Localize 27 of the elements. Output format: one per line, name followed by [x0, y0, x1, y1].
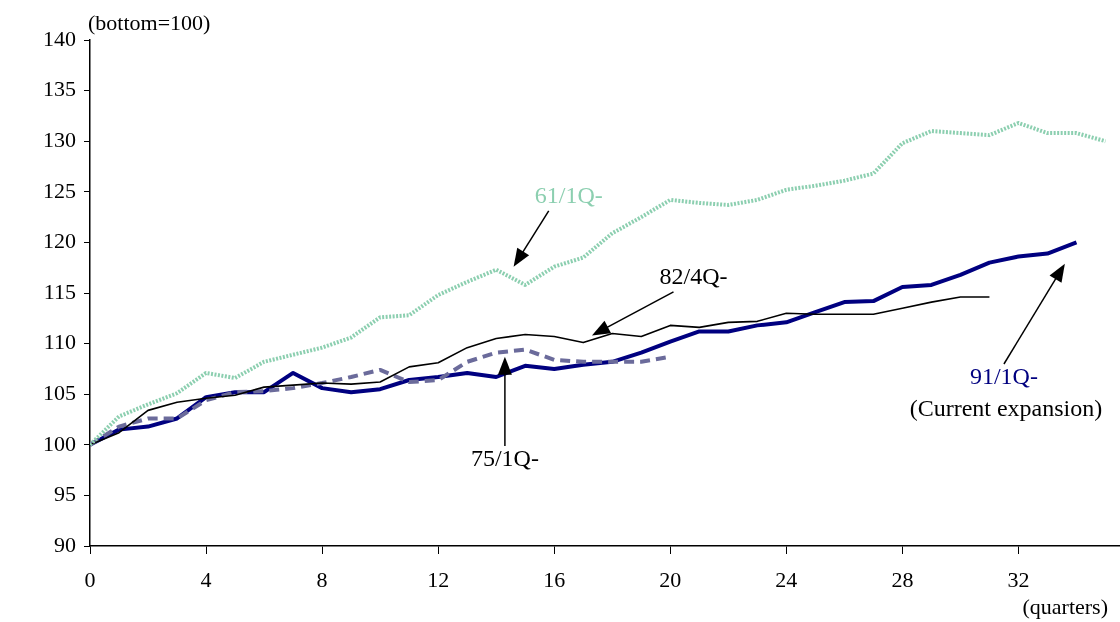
- x-tick-label: 0: [84, 566, 96, 592]
- series-label: 82/4Q-: [659, 263, 728, 290]
- x-tick-label: 20: [659, 566, 682, 592]
- y-tick-label: 125: [43, 177, 76, 203]
- x-tick-label: 32: [1007, 566, 1030, 592]
- y-tick-label: 130: [43, 126, 76, 152]
- y-tick-label: 105: [43, 379, 76, 405]
- y-tick-label: 90: [54, 531, 76, 557]
- x-tick-label: 16: [543, 566, 566, 592]
- y-tick-label: 95: [54, 481, 76, 507]
- y-tick-label: 140: [43, 25, 76, 51]
- y-tick-label: 135: [43, 76, 76, 102]
- y-axis-title: (bottom=100): [88, 10, 211, 35]
- x-tick-label: 12: [427, 566, 450, 592]
- x-tick-label: 4: [200, 566, 212, 592]
- y-tick-label: 115: [43, 278, 76, 304]
- annotation: (Current expansion): [909, 395, 1103, 422]
- x-axis-title: (quarters): [1022, 594, 1108, 619]
- x-tick-label: 28: [891, 566, 914, 592]
- y-tick-label: 110: [43, 329, 76, 355]
- y-tick-label: 100: [43, 430, 76, 456]
- y-tick-label: 120: [43, 228, 76, 254]
- x-tick-label: 8: [316, 566, 328, 592]
- text: 91/1Q-: [969, 363, 1038, 390]
- series-label: 61/1Q-: [534, 182, 603, 209]
- x-tick-label: 24: [775, 566, 798, 592]
- text: 75/1Q-: [470, 445, 539, 472]
